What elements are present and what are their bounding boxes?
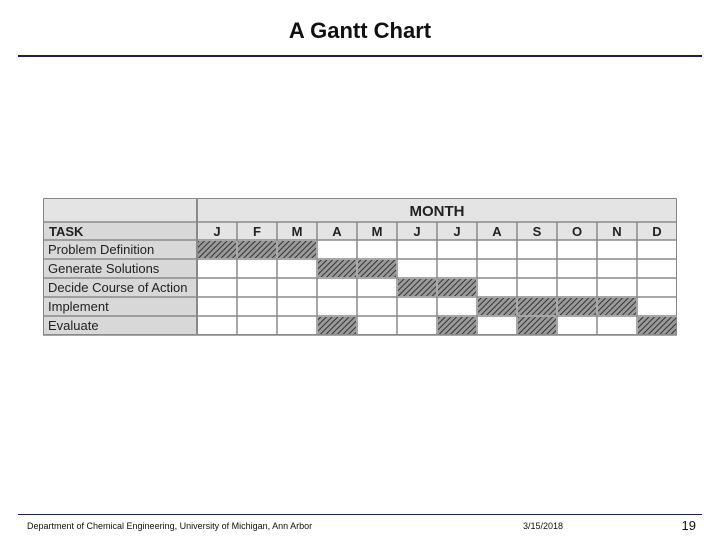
gantt-bar — [318, 317, 356, 334]
gantt-bar — [558, 298, 596, 315]
month-label: J — [213, 224, 220, 239]
gantt-bar — [518, 298, 556, 315]
gantt-bar — [478, 298, 516, 315]
page-number: 19 — [681, 518, 696, 533]
task-header-label: TASK — [49, 224, 84, 239]
month-label: A — [492, 224, 502, 239]
task-name: Implement — [48, 299, 109, 314]
gantt-bar — [278, 241, 316, 258]
gantt-bar — [238, 241, 276, 258]
task-name: Generate Solutions — [48, 261, 160, 276]
slide-title: A Gantt Chart — [288, 18, 432, 43]
gantt-bar — [638, 317, 676, 334]
month-label: N — [612, 224, 621, 239]
month-label: J — [413, 224, 420, 239]
gantt-bar — [518, 317, 556, 334]
task-name: Decide Course of Action — [48, 280, 187, 295]
gantt-bar — [358, 260, 396, 277]
month-label: J — [453, 224, 460, 239]
gantt-chart: MONTH TASK J F M A M J J A S O N D Problem Definition G… — [43, 198, 677, 336]
gantt-bar — [438, 279, 476, 296]
month-label: M — [292, 224, 303, 239]
task-name: Problem Definition — [48, 242, 154, 257]
gantt-bar — [198, 241, 236, 258]
title-divider — [18, 55, 702, 57]
month-header-label: MONTH — [410, 203, 465, 220]
task-name: Evaluate — [48, 318, 99, 333]
month-header-band — [43, 198, 677, 222]
gantt-bar — [398, 279, 436, 296]
gantt-bar — [598, 298, 636, 315]
month-label: A — [332, 224, 342, 239]
month-label: O — [572, 224, 582, 239]
footer-divider — [18, 514, 702, 515]
gantt-bar — [438, 317, 476, 334]
month-label: D — [652, 224, 661, 239]
footer-department: Department of Chemical Engineering, Univ… — [27, 521, 313, 531]
month-label: F — [253, 224, 261, 239]
footer-date: 3/15/2018 — [523, 521, 564, 531]
gantt-bar — [318, 260, 356, 277]
month-label: M — [372, 224, 383, 239]
month-label: S — [533, 224, 542, 239]
